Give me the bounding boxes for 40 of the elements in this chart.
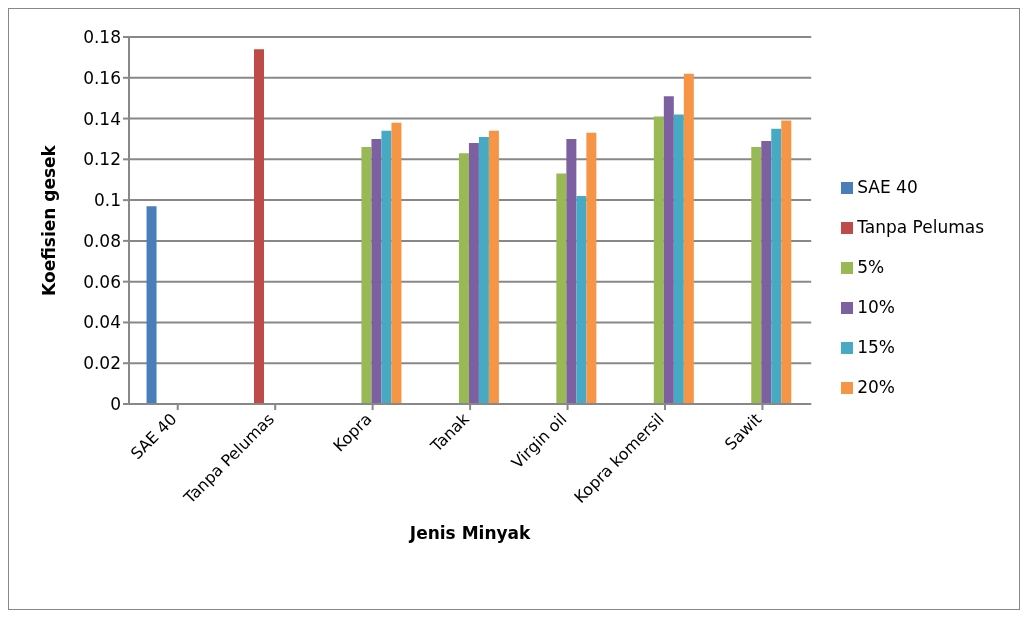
legend-label: 5% [857, 256, 885, 277]
y-tick-label: 0.06 [83, 271, 121, 292]
y-tick-label: 0.04 [83, 312, 121, 333]
bar [683, 73, 694, 404]
legend-label: 20% [857, 376, 895, 397]
y-axis-title: Koefisien gesek [39, 144, 60, 296]
y-tick-label: 0.08 [83, 230, 121, 251]
legend-label: 10% [857, 296, 895, 317]
bar [391, 122, 402, 404]
y-tick-label: 0.02 [83, 353, 121, 374]
bar [458, 153, 469, 404]
bar [468, 143, 479, 404]
bar [586, 132, 597, 404]
legend-label: 15% [857, 336, 895, 357]
y-tick-label: 0.16 [83, 67, 121, 88]
bar [751, 147, 762, 404]
bar [254, 49, 264, 404]
bar [576, 196, 587, 404]
legend-label: Tanpa Pelumas [857, 216, 984, 237]
bar [146, 206, 157, 404]
bar [771, 128, 782, 404]
bar [381, 130, 392, 404]
bar [663, 96, 674, 404]
y-tick-label: 0 [110, 394, 121, 415]
y-tick-label: 0.1 [93, 190, 121, 211]
x-axis-title: Jenis Minyak [408, 523, 532, 543]
bar [673, 114, 684, 404]
bar [361, 147, 372, 404]
bar [478, 136, 489, 404]
y-tick-label: 0.14 [83, 108, 121, 129]
legend-label: SAE 40 [857, 176, 918, 197]
bar [653, 116, 664, 404]
bar [781, 120, 792, 404]
bar [371, 138, 382, 404]
bar [556, 173, 567, 404]
y-tick-label: 0.18 [83, 27, 121, 48]
y-tick-label: 0.12 [83, 149, 121, 170]
bar [488, 130, 499, 404]
bar [761, 140, 772, 404]
bar [566, 138, 577, 404]
